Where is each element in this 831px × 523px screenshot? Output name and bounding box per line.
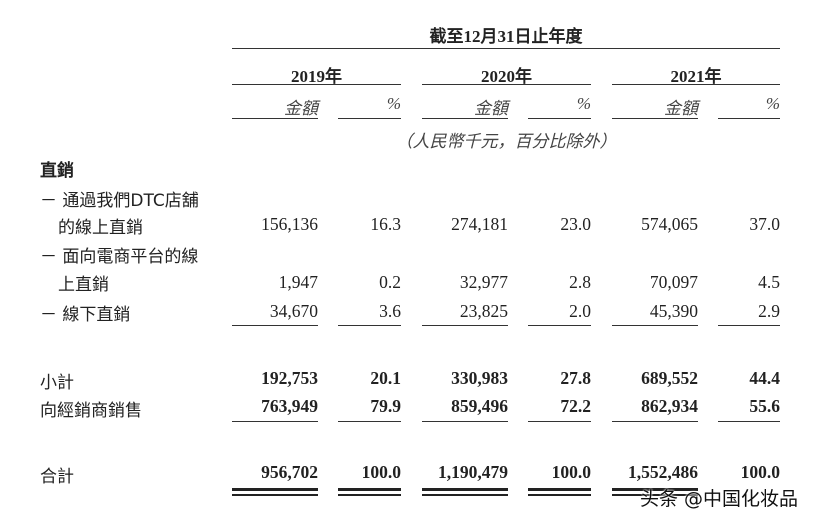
row-label-dtc-line2: 的線上直銷 [58,218,143,238]
pct-header-2021: % [765,94,780,113]
total-rule [338,488,401,491]
total-rule [338,494,401,496]
cell: 859,496 [451,396,508,416]
cell: 45,390 [649,301,698,321]
total-rule [528,494,591,496]
cell: 20.1 [370,368,401,388]
sum-rule [422,325,508,326]
cell: 689,552 [641,368,698,388]
header-rule [232,48,780,49]
sum-rule [232,421,318,422]
year-rule-2021 [612,84,780,85]
cell: 27.8 [560,368,591,388]
period-title: 截至12月31日止年度 [429,27,583,46]
cell: 34,670 [269,301,318,321]
cell: 100.0 [361,462,401,482]
pct-header-2020: % [576,94,591,113]
sum-rule [422,421,508,422]
unit-note: （人民幣千元，百分比除外） [395,132,617,151]
cell: 72.2 [560,396,591,416]
cell: 23,825 [459,301,508,321]
amount-header-2021: 金額 [664,99,698,118]
sum-rule [612,421,698,422]
sum-rule [718,325,780,326]
cell: 2.9 [758,301,780,321]
cell: 79.9 [370,396,401,416]
cell: 44.4 [749,368,780,388]
cell: 2.8 [569,272,591,292]
cell: 100.0 [740,462,780,482]
cell: 330,983 [451,368,508,388]
total-rule [232,488,318,491]
year-2019: 2019年 [291,67,342,86]
cell: 192,753 [261,368,318,388]
cell: 862,934 [641,396,698,416]
year-rule-2019 [232,84,401,85]
cell: 1,947 [278,272,318,292]
col-rule [422,118,508,119]
amount-header-2019: 金額 [284,99,318,118]
col-rule [338,118,401,119]
total-rule [422,488,508,491]
cell: 16.3 [370,214,401,234]
cell: 37.0 [749,214,780,234]
row-label-ecommerce-line1: － 面向電商平台的線 [40,247,199,267]
cell: 156,136 [261,214,318,234]
total-rule [232,494,318,496]
row-label-offline: － 線下直銷 [40,305,131,325]
year-2021: 2021年 [670,67,722,86]
sum-rule [528,421,591,422]
col-rule [232,118,318,119]
total-rule [612,488,698,491]
cell: 55.6 [749,396,780,416]
sum-rule [612,325,698,326]
cell: 100.0 [551,462,591,482]
year-rule-2020 [422,84,591,85]
amount-header-2020: 金額 [474,99,508,118]
total-rule [422,494,508,496]
sum-rule [718,421,780,422]
cell: 32,977 [459,272,508,292]
col-rule [528,118,591,119]
cell: 2.0 [569,301,591,321]
cell: 763,949 [261,396,318,416]
cell: 1,552,486 [628,462,698,482]
col-rule [612,118,698,119]
cell: 3.6 [379,301,401,321]
total-rule [528,488,591,491]
sum-rule [338,325,401,326]
sum-rule [338,421,401,422]
cell: 23.0 [560,214,591,234]
col-rule [718,118,780,119]
cell: 1,190,479 [438,462,508,482]
cell: 574,065 [641,214,698,234]
cell: 274,181 [451,214,508,234]
cell: 956,702 [261,462,318,482]
cell: 70,097 [649,272,698,292]
total-rule [612,494,698,496]
row-label-dtc-line1: － 通過我們DTC店舖 [40,191,199,211]
pct-header-2019: % [386,94,401,113]
sum-rule [528,325,591,326]
sum-rule [232,325,318,326]
cell: 4.5 [758,272,780,292]
row-label-subtotal: 小計 [40,373,74,393]
year-2020: 2020年 [481,67,532,86]
watermark: 头条 @中国化妆品 [640,488,799,510]
cell: 0.2 [379,272,401,292]
row-label-total: 合計 [40,467,74,487]
row-label-ecommerce-line2: 上直銷 [58,275,109,295]
section-direct-sales: 直銷 [40,161,74,181]
row-label-distributors: 向經銷商銷售 [40,401,142,421]
